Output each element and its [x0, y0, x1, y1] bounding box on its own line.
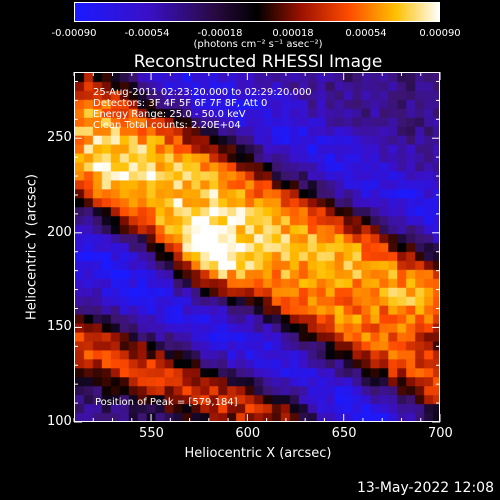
- colorbar-tick-label: -0.00018: [197, 28, 243, 39]
- heatmap-image: [75, 73, 439, 421]
- x-tick-label: 600: [235, 426, 261, 441]
- colorbar-tick-label: 0.00018: [272, 28, 314, 39]
- peak-position-text: Position of Peak = [579,184]: [95, 397, 238, 408]
- footer-timestamp: 13-May-2022 12:08: [356, 480, 494, 496]
- x-axis-label: Heliocentric X (arcsec): [184, 446, 332, 461]
- colorbar-tick-label: 0.00090: [419, 28, 461, 39]
- colorbar-units: (photons cm⁻² s⁻¹ asec⁻²): [193, 39, 323, 50]
- colorbar: [74, 2, 440, 22]
- energy-range-text: Energy Range: 25.0 - 50.0 keV: [93, 109, 246, 120]
- x-tick-label: 700: [428, 426, 453, 441]
- y-tick-label: 250: [47, 130, 72, 146]
- colorbar-tick-label: -0.00090: [51, 28, 97, 39]
- colorbar-tick-label: 0.00054: [345, 28, 387, 39]
- detectors-text: Detectors: 3F 4F 5F 6F 7F 8F, Att 0: [93, 98, 268, 109]
- time-range-text: 25-Aug-2011 02:23:20.000 to 02:29:20.000: [93, 87, 312, 98]
- y-tick-label: 100: [47, 414, 72, 429]
- y-tick-label: 150: [47, 319, 72, 335]
- x-tick-label: 650: [331, 426, 357, 441]
- x-tick-label: 550: [139, 426, 164, 441]
- plot-area: 25-Aug-2011 02:23:20.000 to 02:29:20.000…: [74, 72, 440, 422]
- y-tick-label: 200: [47, 224, 72, 240]
- y-axis-label: Heliocentric Y (arcsec): [24, 174, 40, 320]
- total-counts-text: Clean Total counts: 2.20E+04: [93, 120, 241, 131]
- colorbar-tick-label: -0.00054: [124, 28, 170, 39]
- chart-title: Reconstructed RHESSI Image: [133, 52, 383, 72]
